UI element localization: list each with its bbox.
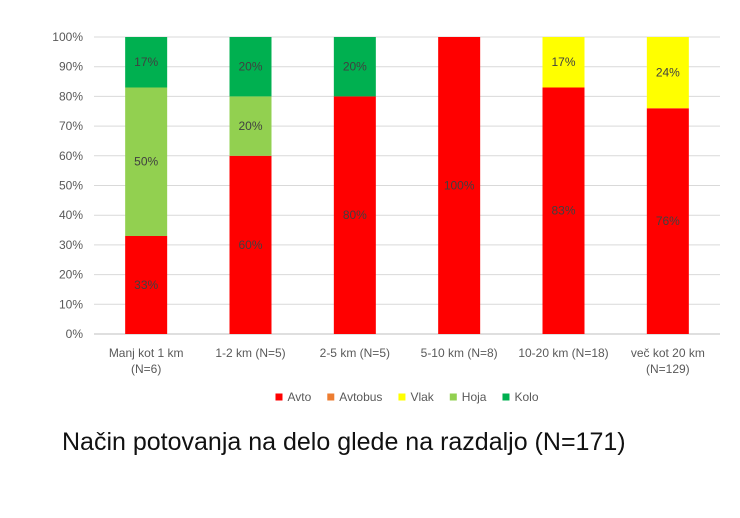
data-label: 100% bbox=[444, 179, 475, 193]
y-tick-label: 70% bbox=[59, 119, 83, 133]
chart-caption: Način potovanja na delo glede na razdalj… bbox=[62, 428, 626, 456]
x-tick-label: 5-10 km (N=8) bbox=[421, 346, 498, 360]
legend-label: Avto bbox=[287, 390, 311, 404]
bar-segment bbox=[229, 155, 272, 334]
bar-segment bbox=[646, 108, 689, 334]
legend-label: Kolo bbox=[514, 390, 538, 404]
y-tick-label: 20% bbox=[59, 268, 83, 282]
data-label: 24% bbox=[656, 66, 680, 80]
y-tick-label: 90% bbox=[59, 60, 83, 74]
data-label: 17% bbox=[551, 55, 575, 69]
data-label: 20% bbox=[343, 60, 367, 74]
y-tick-label: 100% bbox=[52, 30, 83, 44]
legend-swatch bbox=[502, 393, 510, 401]
x-tick-label: več kot 20 km bbox=[631, 346, 705, 360]
bar-segment bbox=[229, 37, 272, 97]
legend-swatch bbox=[449, 393, 457, 401]
x-tick-label: (N=6) bbox=[131, 362, 161, 376]
legend-swatch bbox=[327, 393, 335, 401]
bar-segment bbox=[125, 37, 168, 88]
legend-swatch bbox=[398, 393, 406, 401]
data-label: 76% bbox=[656, 214, 680, 228]
bar-segment bbox=[333, 96, 376, 335]
bar-segment bbox=[646, 37, 689, 109]
data-label: 80% bbox=[343, 208, 367, 222]
bar-segment bbox=[125, 87, 168, 236]
data-label: 83% bbox=[551, 204, 575, 218]
bar-segment bbox=[333, 37, 376, 97]
y-tick-label: 40% bbox=[59, 208, 83, 222]
x-tick-label: 1-2 km (N=5) bbox=[215, 346, 285, 360]
bar-segment bbox=[438, 37, 481, 334]
data-label: 20% bbox=[238, 119, 262, 133]
bar-segment bbox=[229, 96, 272, 156]
x-tick-label: 10-20 km (N=18) bbox=[518, 346, 608, 360]
data-label: 33% bbox=[134, 278, 158, 292]
chart: 0% 10% 20% 30% 40% 50% 60% 70% 80% 90% 100% 33% 50% 1… bbox=[52, 30, 720, 404]
data-label: 20% bbox=[238, 60, 262, 74]
y-tick-label: 50% bbox=[59, 179, 83, 193]
y-tick-label: 0% bbox=[66, 327, 84, 341]
y-tick-label: 30% bbox=[59, 238, 83, 252]
y-tick-label: 10% bbox=[59, 297, 83, 311]
y-tick-label: 60% bbox=[59, 149, 83, 163]
x-tick-label: (N=129) bbox=[646, 362, 690, 376]
legend-label: Hoja bbox=[462, 390, 487, 404]
data-label: 50% bbox=[134, 155, 158, 169]
y-tick-label: 80% bbox=[59, 89, 83, 103]
legend-label: Vlak bbox=[410, 390, 434, 404]
legend-swatch bbox=[275, 393, 283, 401]
bar-segment bbox=[542, 87, 585, 335]
stacked-bar-chart: 0% 10% 20% 30% 40% 50% 60% 70% 80% 90% 100% 33% 50% 1… bbox=[52, 30, 720, 404]
bar-segment bbox=[542, 37, 585, 88]
data-label: 60% bbox=[238, 238, 262, 252]
legend-label: Avtobus bbox=[339, 390, 382, 404]
x-tick-label: 2-5 km (N=5) bbox=[320, 346, 390, 360]
x-tick-label: Manj kot 1 km bbox=[109, 346, 184, 360]
data-label: 17% bbox=[134, 55, 158, 69]
bar-segment bbox=[125, 235, 168, 334]
